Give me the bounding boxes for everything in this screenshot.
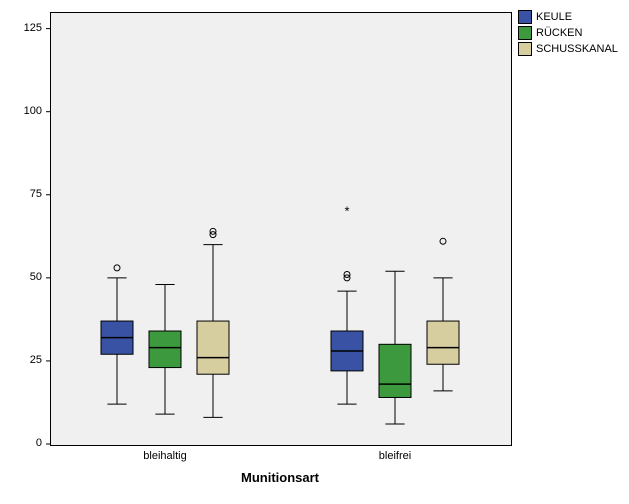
x-tick-label: bleifrei — [335, 450, 455, 462]
plot-svg: * — [0, 0, 629, 504]
legend-swatch — [518, 42, 532, 56]
x-tick-label: bleihaltig — [105, 450, 225, 462]
legend-swatch — [518, 10, 532, 24]
legend-item: SCHUSSKANAL — [518, 42, 618, 56]
y-tick-label: 100 — [0, 105, 42, 117]
legend-item: KEULE — [518, 10, 618, 24]
y-tick-label: 75 — [0, 188, 42, 200]
y-tick-label: 50 — [0, 271, 42, 283]
boxplot-chart: * KEULE RÜCKEN SCHUSSKANAL 0 25 50 75 100 125 b… — [0, 0, 629, 504]
y-tick-label: 0 — [0, 437, 42, 449]
svg-text:*: * — [344, 203, 349, 218]
y-tick-label: 25 — [0, 354, 42, 366]
legend: KEULE RÜCKEN SCHUSSKANAL — [518, 10, 618, 58]
x-axis-title: Munitionsart — [50, 470, 510, 485]
legend-swatch — [518, 26, 532, 40]
legend-item: RÜCKEN — [518, 26, 618, 40]
y-tick-label: 125 — [0, 22, 42, 34]
legend-label: KEULE — [536, 11, 572, 23]
legend-label: SCHUSSKANAL — [536, 43, 618, 55]
legend-label: RÜCKEN — [536, 27, 582, 39]
